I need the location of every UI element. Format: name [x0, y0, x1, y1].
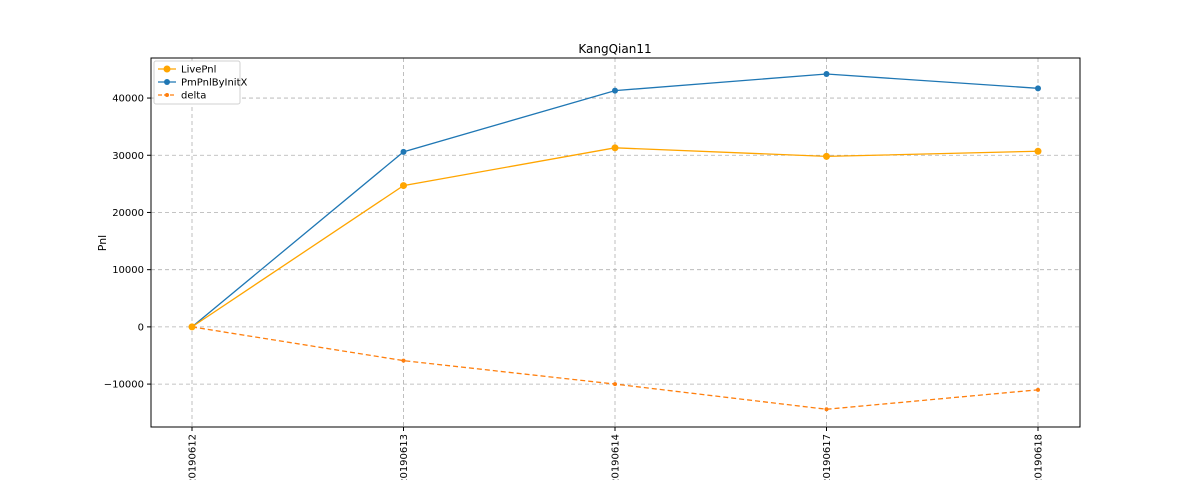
x-tick-label: 20190612 [188, 434, 199, 480]
y-tick-label: 10000 [112, 265, 144, 276]
y-tick-label: 20000 [112, 208, 144, 219]
data-point [401, 358, 406, 363]
legend: LivePnl PmPnlByInitX delta [153, 60, 248, 105]
series-group [188, 71, 1042, 412]
data-point [1035, 85, 1041, 92]
legend-marker [164, 79, 170, 85]
x-tick-label: 20190617 [822, 434, 833, 480]
data-point [823, 71, 830, 78]
legend-marker [163, 65, 171, 73]
data-point [613, 382, 617, 387]
y-axis-label: Pnl [96, 235, 109, 251]
y-tick-label: 40000 [112, 94, 144, 105]
data-point [1034, 147, 1042, 155]
data-point [188, 323, 196, 331]
chart-title: KangQian11 [578, 42, 651, 56]
y-tick-label: 30000 [112, 151, 144, 162]
data-point [823, 152, 830, 160]
y-tick-label: −10000 [104, 380, 144, 391]
plot-area-frame [150, 57, 1081, 428]
data-point [824, 407, 829, 412]
y-tick-label: 0 [138, 322, 144, 333]
x-axis-ticks: 20190612 20190613 20190614 20190617 20190618 [188, 427, 1045, 480]
x-tick-label: 20190613 [399, 434, 410, 480]
data-point [611, 144, 619, 152]
legend-label: LivePnl [181, 65, 216, 76]
legend-label: delta [181, 91, 206, 102]
x-tick-label: 20190614 [611, 434, 622, 480]
legend-label: PmPnlByInitX [181, 78, 248, 89]
series-line-livepnl [191, 147, 1039, 328]
grid [151, 58, 1080, 427]
legend-box [153, 60, 241, 105]
legend-marker [165, 93, 169, 97]
y-axis-ticks: −10000 0 10000 20000 30000 40000 [104, 94, 151, 391]
data-point [400, 182, 407, 190]
data-point [400, 148, 407, 155]
data-point [1036, 387, 1040, 392]
x-tick-label: 20190618 [1034, 434, 1045, 480]
data-point [612, 87, 618, 94]
